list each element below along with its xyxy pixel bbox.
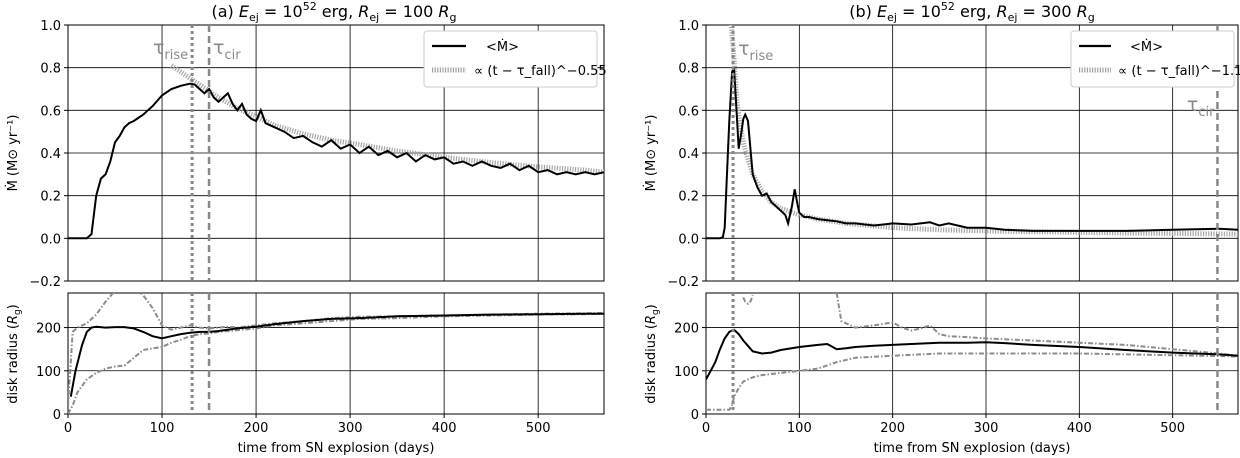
- legend-entry-2: ∝ (t − τ_fall)^−0.55: [474, 64, 607, 79]
- y-tick-label: 0.2: [40, 190, 61, 205]
- y-tick-label: 100: [36, 365, 61, 380]
- y-tick-label: 0.8: [40, 62, 61, 77]
- series-line-solid-black: [68, 82, 604, 240]
- tau-cir-label: τcir: [213, 37, 241, 63]
- panel-a-title: (a) Eej = 1052 erg, Rej = 100 Rg: [211, 0, 456, 24]
- x-tick-label: 400: [1067, 421, 1092, 436]
- series-line-dashdot-gray: [68, 293, 604, 406]
- series-line-solid-black: [706, 67, 1238, 240]
- y-tick-label: 0: [691, 408, 699, 423]
- y-tick-label: −0.2: [667, 275, 699, 290]
- y-axis-label: Ṁ (M⊙ yr⁻¹): [643, 115, 659, 192]
- series-line-dashdot-gray: [706, 352, 1238, 411]
- y-tick-label: 0.2: [678, 190, 699, 205]
- y-axis-label: disk radius (Rg): [6, 304, 23, 404]
- y-tick-label: 0.0: [40, 232, 61, 247]
- y-tick-label: 200: [674, 322, 699, 337]
- y-tick-label: −0.2: [29, 275, 61, 290]
- plot-frame: [67, 292, 605, 415]
- y-tick-label: 0.6: [40, 104, 61, 119]
- y-axis-label: disk radius (Rg): [644, 304, 661, 404]
- y-tick-label: 1.0: [40, 19, 61, 34]
- series-line-dashdot-gray: [68, 312, 604, 414]
- tau-rise-label: τrise: [738, 38, 773, 64]
- x-tick-label: 300: [974, 421, 999, 436]
- x-tick-label: 0: [64, 421, 72, 436]
- x-tick-label: 100: [150, 421, 175, 436]
- x-tick-label: 500: [526, 421, 551, 436]
- grid: [67, 293, 604, 415]
- series-line-dashdot-gray: [742, 294, 754, 306]
- x-tick-labels: 0 100 200 300 400 500: [702, 414, 1185, 436]
- y-tick-label: 0.4: [40, 147, 61, 162]
- x-tick-label: 100: [787, 421, 812, 436]
- y-tick-labels: −0.2 0.0 0.2 0.4 0.6 0.8 1.0: [667, 19, 706, 290]
- x-tick-label: 400: [432, 421, 457, 436]
- legend-box: [1070, 30, 1235, 88]
- y-tick-label: 100: [674, 365, 699, 380]
- panel-b: (b) Eej = 1052 erg, Rej = 300 Rg −0.2 0.0…: [643, 0, 1240, 456]
- annotations: τrise τcir: [731, 25, 1219, 281]
- annotations: τrise τcir: [153, 25, 241, 281]
- y-tick-label: 200: [36, 322, 61, 337]
- y-axis-label: Ṁ (M⊙ yr⁻¹): [5, 115, 21, 192]
- y-tick-label: 0.0: [678, 232, 699, 247]
- series-line-solid-black: [706, 328, 1238, 380]
- y-tick-label: 0: [53, 408, 61, 423]
- x-tick-label: 500: [1160, 421, 1185, 436]
- legend-entry-1: <Ṁ>: [486, 39, 519, 55]
- y-tick-labels: −0.2 0.0 0.2 0.4 0.6 0.8 1.0: [29, 19, 68, 290]
- y-tick-label: 1.0: [678, 19, 699, 34]
- tau-rise-label: τrise: [153, 37, 188, 63]
- panel-a: (a) Eej = 1052 erg, Rej = 100 Rg −0.2 0.0…: [5, 0, 607, 456]
- panel-b-lower-axes: 0 100 200 0 100 200 300 400 500 disk radius (Rg…: [644, 292, 1239, 456]
- x-tick-label: 0: [702, 421, 710, 436]
- panel-a-upper-axes: −0.2 0.0 0.2 0.4 0.6 0.8 1.0 τrise τcir Ṁ (M⊙ y…: [5, 19, 607, 290]
- legend-entry-2: ∝ (t − τ_fall)^−1.1: [1118, 64, 1240, 79]
- tau-cir-label: τcir: [1187, 94, 1215, 120]
- panel-a-lower-axes: 0 100 200 0 100 200 300 400 500 disk radius (Rg…: [6, 292, 605, 456]
- series-line-dotted-gray: [169, 63, 604, 175]
- annotation-lines: [731, 293, 1219, 414]
- legend-box: [423, 30, 598, 88]
- series-group: [68, 293, 604, 414]
- x-tick-label: 200: [880, 421, 905, 436]
- legend: <Ṁ> ∝ (t − τ_fall)^−1.1: [1070, 30, 1240, 88]
- x-tick-label: 200: [244, 421, 269, 436]
- y-tick-labels: 0 100 200: [674, 322, 706, 423]
- panel-b-upper-axes: −0.2 0.0 0.2 0.4 0.6 0.8 1.0 τrise τcir Ṁ (M⊙ y…: [643, 19, 1240, 290]
- x-axis-label: time from SN explosion (days): [874, 441, 1071, 456]
- series-group: [706, 293, 1238, 411]
- series-line-solid-black: [69, 312, 604, 397]
- x-axis-label: time from SN explosion (days): [238, 441, 435, 456]
- series-line-dashdot-gray: [835, 293, 1238, 357]
- x-tick-labels: 0 100 200 300 400 500: [64, 414, 551, 436]
- panel-b-title: (b) Eej = 1052 erg, Rej = 300 Rg: [849, 0, 1094, 24]
- x-tick-label: 300: [338, 421, 363, 436]
- y-tick-labels: 0 100 200: [36, 322, 68, 423]
- series-group: [706, 25, 1238, 240]
- y-tick-label: 0.8: [678, 62, 699, 77]
- series-group: [68, 63, 604, 240]
- legend: <Ṁ> ∝ (t − τ_fall)^−0.55: [423, 30, 607, 88]
- annotation-lines: [190, 293, 211, 414]
- legend-entry-1: <Ṁ>: [1130, 39, 1163, 55]
- y-tick-label: 0.4: [678, 147, 699, 162]
- y-tick-label: 0.6: [678, 104, 699, 119]
